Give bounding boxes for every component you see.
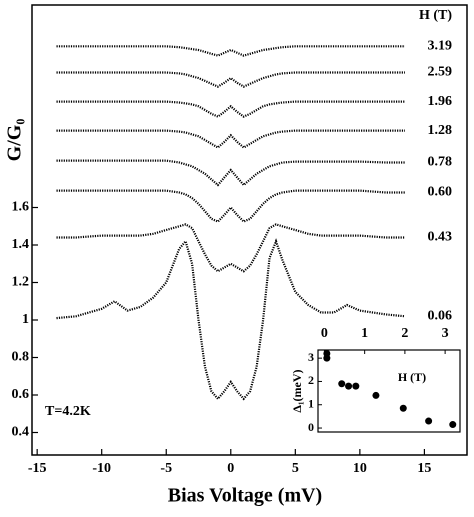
- inset-point: [399, 404, 407, 412]
- x-tick-label: 5: [292, 461, 299, 476]
- curve: [56, 129, 405, 149]
- legend-entry: 1.28: [428, 123, 453, 138]
- inset-point: [345, 382, 353, 390]
- x-tick-label: 0: [227, 461, 234, 476]
- legend-entry: 0.78: [428, 155, 453, 170]
- y-tick-label: 1.2: [12, 275, 30, 290]
- x-axis-title: Bias Voltage (mV): [168, 485, 322, 507]
- legend-entry: 0.60: [428, 185, 453, 200]
- y-tick-label: 0.4: [12, 425, 30, 440]
- inset-point: [338, 380, 346, 388]
- inset-point: [425, 417, 433, 425]
- x-tick-label: -5: [160, 461, 172, 476]
- inset-y-tick-label: 3: [308, 350, 314, 364]
- annotation: T=4.2K: [45, 404, 91, 419]
- inset-x-tick-label: 1: [361, 326, 368, 341]
- legend-entry: 2.59: [428, 65, 453, 80]
- curve: [56, 223, 405, 273]
- y-tick-label: 1.6: [12, 200, 30, 215]
- y-tick-label: 0.6: [12, 387, 30, 402]
- y-tick-label: 0.8: [12, 350, 30, 365]
- inset-y-title: Δ₁(meV): [290, 369, 304, 412]
- legend-title: H (T): [419, 8, 452, 23]
- inset-point: [323, 354, 331, 362]
- inset-y-tick-label: 0: [308, 420, 314, 434]
- curve: [56, 238, 406, 401]
- curve: [56, 71, 405, 88]
- inset-y-tick-label: 2: [308, 373, 314, 387]
- inset-point: [449, 421, 457, 429]
- inset-x-tick-label: 2: [401, 326, 408, 341]
- inset-x-title: H (T): [398, 370, 426, 384]
- plot-frame: [31, 4, 468, 456]
- inset-y-tick-label: 1: [308, 396, 314, 410]
- y-tick-label: 1: [22, 312, 29, 327]
- legend-entry: 0.06: [428, 308, 453, 323]
- curve: [56, 100, 405, 118]
- inset-x-tick-label: 3: [442, 326, 449, 341]
- y-axis-title: G/G₀: [4, 119, 26, 162]
- x-tick-label: 15: [417, 461, 431, 476]
- inset-frame: [317, 349, 461, 433]
- curve: [56, 159, 405, 187]
- legend-entry: 0.43: [428, 230, 453, 245]
- curve: [56, 45, 405, 57]
- curve: [56, 189, 405, 223]
- inset-point: [352, 382, 360, 390]
- inset-point: [372, 391, 380, 399]
- y-tick-label: 1.4: [12, 237, 30, 252]
- inset-x-tick-label: 0: [321, 326, 328, 341]
- legend-entry: 3.19: [428, 38, 453, 53]
- x-tick-label: 10: [353, 461, 367, 476]
- x-tick-label: -15: [28, 461, 47, 476]
- x-tick-label: -10: [92, 461, 111, 476]
- legend-entry: 1.96: [428, 94, 453, 109]
